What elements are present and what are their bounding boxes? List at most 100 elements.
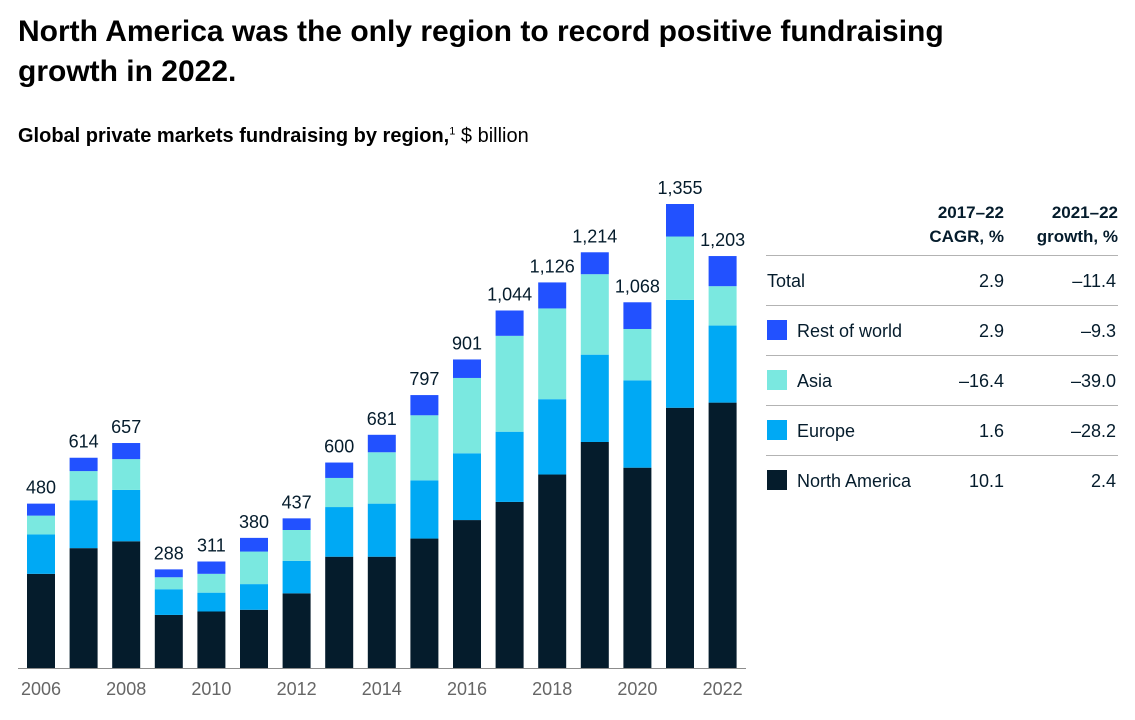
x-tick-label-2018: 2018 <box>532 679 572 699</box>
row-cagr: 2.9 <box>978 321 1004 341</box>
row-cagr: –16.4 <box>958 371 1004 391</box>
cagr-header: 2017–22 CAGR, % <box>884 201 1004 249</box>
bar-segment-north-america-2020 <box>623 467 652 668</box>
table-row-north-america: North America 10.1 2.4 <box>766 456 1118 505</box>
bar-segment-europe-2016 <box>453 453 481 521</box>
bar-segment-rest-of-world-2018 <box>538 282 567 309</box>
x-tick-label-2016: 2016 <box>447 679 487 699</box>
bar-segment-europe-2012 <box>282 560 311 594</box>
bar-segment-rest-of-world-2008 <box>112 443 141 460</box>
table-row-rest-of-world: Rest of world 2.9 –9.3 <box>766 306 1118 356</box>
cagr-header-line1: 2017–22 <box>937 203 1004 222</box>
bar-segment-north-america-2019 <box>580 441 609 668</box>
bar-segment-rest-of-world-2015 <box>410 395 439 416</box>
total-label-2010: 311 <box>197 536 226 556</box>
total-label-2013: 600 <box>324 437 354 457</box>
table-row-total: Total 2.9 –11.4 <box>766 256 1118 306</box>
row-growth: –9.3 <box>1080 321 1116 341</box>
bar-segment-europe-2008 <box>112 489 141 542</box>
subtitle-text: Global private markets fundraising by re… <box>18 125 450 147</box>
bar-segment-rest-of-world-2019 <box>580 252 609 275</box>
legend-swatch-rest-of-world <box>767 320 787 340</box>
bar-segment-north-america-2011 <box>240 609 268 668</box>
bar-segment-europe-2017 <box>495 431 524 502</box>
x-tick-labels-group: 2006 2008 2010 2012 2014 2016 2018 2020 2022 <box>21 679 743 699</box>
bar-segment-europe-2013 <box>325 507 354 557</box>
bar-segment-europe-2018 <box>538 399 567 475</box>
bar-segment-north-america-2006 <box>27 573 55 668</box>
row-label: North America <box>797 471 912 491</box>
total-label-2008: 657 <box>111 417 141 437</box>
row-cagr: 10.1 <box>968 471 1004 491</box>
bar-segment-asia-2021 <box>666 236 694 300</box>
bar-segment-europe-2015 <box>410 480 439 539</box>
bar-segment-asia-2015 <box>410 415 439 481</box>
total-label-2016: 901 <box>452 333 482 353</box>
bar-segment-asia-2011 <box>240 551 268 585</box>
bar-segment-rest-of-world-2011 <box>240 537 268 552</box>
bar-segment-north-america-2010 <box>197 611 226 668</box>
bar-segment-north-america-2008 <box>112 541 141 668</box>
x-tick-label-2014: 2014 <box>362 679 402 699</box>
table-row-europe: Europe 1.6 –28.2 <box>766 406 1118 456</box>
x-tick-label-2022: 2022 <box>703 679 743 699</box>
bar-segment-europe-2007 <box>69 500 98 549</box>
growth-header-line1: 2021–22 <box>1051 203 1118 222</box>
bar-segment-rest-of-world-2013 <box>325 462 354 478</box>
bar-segment-asia-2018 <box>538 308 567 400</box>
row-label: Total <box>767 271 806 291</box>
growth-header: 2021–22 growth, % <box>1008 201 1118 249</box>
bar-segment-europe-2022 <box>708 325 737 403</box>
bar-segment-asia-2019 <box>580 274 609 355</box>
x-tick-label-2010: 2010 <box>191 679 231 699</box>
bar-segment-north-america-2022 <box>708 402 737 668</box>
bar-segment-europe-2006 <box>27 534 55 574</box>
row-label: Rest of world <box>797 321 903 341</box>
total-label-2015: 797 <box>409 369 439 389</box>
row-growth: –39.0 <box>1070 371 1116 391</box>
bar-segment-asia-2007 <box>69 471 98 501</box>
bar-segment-rest-of-world-2016 <box>453 359 481 378</box>
bar-segment-asia-2009 <box>154 577 183 590</box>
bar-segment-rest-of-world-2014 <box>367 434 396 453</box>
table-row-asia: Asia –16.4 –39.0 <box>766 356 1118 406</box>
total-label-2006: 480 <box>26 478 56 498</box>
total-label-2018: 1,126 <box>530 256 575 276</box>
bar-segment-asia-2006 <box>27 515 55 535</box>
legend-swatch-europe <box>767 420 787 440</box>
bar-segment-rest-of-world-2021 <box>666 204 694 237</box>
bar-segment-asia-2020 <box>623 328 652 381</box>
x-tick-label-2006: 2006 <box>21 679 61 699</box>
bar-segment-asia-2017 <box>495 335 524 432</box>
bar-segment-north-america-2021 <box>666 407 694 668</box>
bar-segment-asia-2012 <box>282 529 311 561</box>
total-label-2012: 437 <box>282 492 312 512</box>
row-growth: –11.4 <box>1072 271 1116 291</box>
total-labels-group: 480 614 657 288 311 380 437 600 681 797 901 1,044 1,… <box>26 178 745 563</box>
row-label: Asia <box>797 371 833 391</box>
bar-segment-asia-2010 <box>197 573 226 593</box>
bar-segment-north-america-2018 <box>538 474 567 668</box>
growth-header-line2: growth, % <box>1036 227 1118 246</box>
stacked-bar-chart: 480 614 657 288 311 380 437 600 681 797 901 1,044 1,… <box>18 178 746 699</box>
bar-segment-rest-of-world-2006 <box>27 503 55 516</box>
chart-subtitle: Global private markets fundraising by re… <box>18 122 529 150</box>
bar-segment-rest-of-world-2007 <box>69 457 98 472</box>
bar-segment-europe-2009 <box>154 589 183 615</box>
chart-headline: North America was the only region to rec… <box>18 15 944 88</box>
bar-segment-asia-2013 <box>325 477 354 508</box>
total-label-2009: 288 <box>154 543 184 563</box>
bar-segment-europe-2010 <box>197 592 226 612</box>
bar-segment-europe-2014 <box>367 503 396 557</box>
bar-segment-rest-of-world-2012 <box>282 518 311 530</box>
bar-segment-europe-2021 <box>666 299 694 408</box>
bar-segment-asia-2016 <box>453 377 481 454</box>
bar-segment-rest-of-world-2017 <box>495 310 524 336</box>
bars-group <box>27 204 737 668</box>
legend-table: 2017–22 CAGR, % 2021–22 growth, % Total … <box>766 195 1118 505</box>
total-label-2017: 1,044 <box>487 284 532 304</box>
bar-segment-north-america-2017 <box>495 501 524 668</box>
total-label-2021: 1,355 <box>657 178 702 198</box>
bar-segment-europe-2011 <box>240 584 268 610</box>
total-label-2022: 1,203 <box>700 230 745 250</box>
